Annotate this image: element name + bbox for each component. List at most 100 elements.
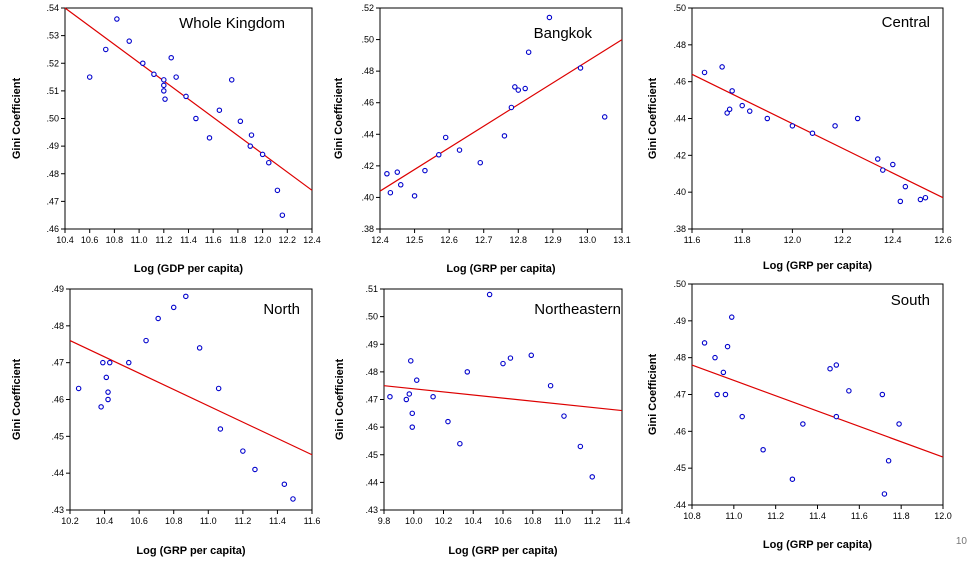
y-axis-label: Gini Coefficient [11, 78, 23, 160]
x-tick-label: 11.4 [614, 516, 631, 526]
data-point [512, 84, 518, 90]
data-point [577, 443, 584, 450]
data-point [902, 183, 909, 190]
x-tick-label: 9.8 [378, 516, 391, 526]
plot-frame [64, 7, 313, 230]
data-point [833, 413, 840, 420]
data-point [183, 93, 189, 100]
data-point [413, 377, 420, 383]
data-point [290, 496, 296, 502]
data-point [833, 362, 840, 368]
data-point [846, 388, 852, 394]
data-point [126, 38, 132, 44]
y-tick-label: .48 [673, 353, 686, 363]
data-point [161, 77, 167, 83]
data-point [86, 74, 93, 80]
data-point [259, 151, 266, 158]
x-tick-label: 11.0 [554, 516, 571, 526]
data-point [522, 85, 528, 92]
y-tick-label: .40 [673, 187, 686, 197]
data-point [546, 14, 553, 21]
y-tick-label: .50 [673, 3, 686, 13]
y-tick-label: .49 [365, 339, 378, 349]
data-point [105, 396, 111, 403]
data-point [140, 60, 146, 66]
y-tick-label: .44 [361, 129, 374, 139]
y-tick-label: .46 [51, 395, 64, 405]
fit-line [691, 364, 944, 458]
data-point [890, 161, 896, 168]
plot-frame [383, 288, 623, 511]
x-tick-label: 13.0 [579, 235, 597, 245]
data-point [885, 458, 892, 464]
x-tick-label: 11.0 [131, 235, 148, 245]
y-tick-label: .44 [51, 468, 64, 478]
data-point [561, 413, 567, 419]
x-tick-label: 10.4 [464, 516, 482, 526]
y-tick-label: .50 [361, 35, 374, 45]
y-tick-label: .42 [673, 150, 686, 160]
data-point [408, 358, 414, 364]
data-point [445, 418, 451, 425]
data-point [486, 291, 493, 298]
chart-title: South [891, 292, 930, 309]
fit-line [69, 340, 313, 456]
data-point [739, 413, 745, 420]
x-tick-label: 10.6 [81, 235, 99, 245]
y-tick-label: .50 [673, 279, 686, 289]
data-point [726, 106, 733, 113]
data-point [457, 440, 463, 447]
data-point [170, 304, 177, 311]
plot-frame [691, 7, 944, 230]
fit-line [383, 385, 623, 412]
x-tick-label: 11.0 [200, 516, 217, 526]
data-point [397, 182, 404, 188]
data-point [161, 88, 167, 94]
data-point [217, 426, 224, 432]
y-tick-label: .46 [673, 77, 686, 87]
data-point [712, 354, 718, 361]
data-point [215, 385, 222, 392]
y-tick-label: .46 [361, 98, 374, 108]
data-point [525, 49, 532, 55]
data-point [729, 88, 735, 94]
data-point [789, 123, 796, 129]
data-point [240, 448, 246, 454]
data-point [880, 167, 886, 173]
data-point [126, 359, 132, 366]
x-tick-label: 12.9 [544, 235, 562, 245]
x-tick-label: 11.8 [734, 235, 751, 245]
data-point [500, 360, 506, 367]
x-axis-label: Log (GRP per capita) [763, 260, 873, 272]
data-point [874, 156, 881, 162]
y-tick-label: .50 [46, 114, 59, 124]
data-point [143, 337, 149, 344]
x-tick-label: 11.4 [180, 235, 197, 245]
data-point [728, 314, 735, 320]
y-tick-label: .45 [365, 450, 378, 460]
y-tick-label: .52 [46, 58, 59, 68]
x-tick-label: 11.4 [269, 516, 286, 526]
x-tick-label: 11.6 [205, 235, 222, 245]
data-point [394, 169, 401, 175]
y-axis-label: Gini Coefficient [334, 359, 346, 441]
chart-title: Northeastern [534, 301, 621, 318]
data-point [161, 82, 167, 89]
x-tick-label: 12.0 [934, 511, 952, 521]
x-axis-label: Log (GRP per capita) [448, 545, 558, 557]
data-point [501, 133, 508, 139]
data-point [279, 212, 286, 218]
x-tick-label: 11.8 [229, 235, 246, 245]
y-tick-label: .48 [51, 321, 64, 331]
data-point [411, 193, 418, 199]
x-tick-label: 12.4 [884, 235, 902, 245]
data-point [724, 343, 731, 350]
data-point [274, 187, 281, 194]
data-point [387, 393, 393, 400]
data-point [896, 421, 902, 427]
y-axis-label: Gini Coefficient [647, 78, 659, 160]
x-tick-label: 11.6 [304, 516, 321, 526]
x-tick-label: 10.0 [405, 516, 423, 526]
data-point [720, 369, 727, 376]
data-point [881, 491, 888, 497]
